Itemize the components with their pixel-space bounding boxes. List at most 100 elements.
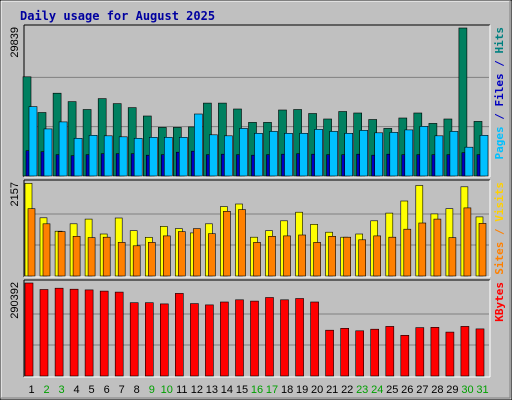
bar-kbytes-day-15 — [235, 299, 244, 377]
bar-sites-day-21 — [328, 236, 336, 277]
bar-kbytes-day-16 — [250, 300, 259, 377]
x-tick-label: 17 — [266, 384, 278, 396]
panel-legend: Sites / Visits — [493, 182, 506, 275]
legend-part: / — [493, 107, 506, 127]
x-tick-label: 5 — [89, 384, 95, 396]
bar-kbytes-day-26 — [400, 334, 410, 377]
bar-sites-day-27 — [418, 222, 427, 277]
bar-sites-day-15 — [238, 209, 246, 277]
bar-kbytes-day-31 — [475, 328, 485, 377]
bar-kbytes-day-8 — [129, 302, 139, 377]
x-tick-label: 12 — [191, 384, 203, 396]
x-tick-label: 28 — [431, 384, 443, 396]
bar-sites-day-17 — [268, 236, 276, 277]
x-tick-label: 22 — [341, 384, 353, 396]
bar-kbytes-day-21 — [325, 329, 334, 377]
bar-pages-day-25 — [389, 132, 399, 177]
y-max-label: 290392 — [9, 282, 21, 319]
bar-sites-day-10 — [163, 235, 171, 277]
bar-pages-day-9 — [149, 137, 158, 177]
chart-panels: 29839 Pages / Files / Hits 2157 Sites / Vis… — [9, 24, 506, 378]
x-tick-label: 19 — [296, 384, 308, 396]
bar-sites-day-31 — [478, 223, 487, 277]
bar-pages-day-10 — [164, 137, 173, 177]
bar-sites-day-20 — [313, 242, 321, 277]
bar-sites-day-13 — [208, 233, 216, 277]
bar-sites-day-28 — [433, 218, 442, 277]
bar-pages-day-14 — [224, 135, 233, 177]
bar-pages-day-5 — [88, 135, 98, 177]
x-tick-label: 18 — [281, 384, 293, 396]
bar-sites-day-3 — [57, 231, 66, 277]
bar-sites-day-7 — [117, 242, 126, 277]
bar-sites-day-29 — [448, 237, 457, 277]
bar-pages-day-30 — [464, 146, 474, 177]
bar-kbytes-day-14 — [220, 301, 229, 377]
bar-pages-day-17 — [269, 131, 278, 177]
bar-kbytes-day-23 — [355, 330, 365, 377]
legend-part: Hits — [493, 27, 506, 54]
y-max-label: 2157 — [9, 182, 21, 206]
bar-sites-day-14 — [223, 211, 231, 277]
bar-pages-day-26 — [404, 129, 414, 177]
bar-sites-day-5 — [87, 237, 96, 277]
bar-sites-day-1 — [27, 208, 36, 277]
legend-part: Pages — [493, 126, 506, 159]
bar-pages-day-1 — [28, 106, 38, 177]
x-tick-label: 11 — [176, 384, 187, 396]
x-tick-label: 9 — [149, 384, 155, 396]
bar-kbytes-day-6 — [99, 290, 109, 377]
panel-legend: KBytes — [493, 282, 506, 322]
bar-sites-day-11 — [178, 231, 186, 277]
legend-part: Visits — [493, 182, 506, 222]
x-tick-label: 2 — [43, 384, 49, 396]
bar-kbytes-day-11 — [175, 293, 184, 377]
bar-sites-day-23 — [358, 239, 367, 277]
bar-sites-day-18 — [283, 235, 291, 277]
panel-kbytes: 290392 KBytes — [9, 279, 506, 378]
bar-pages-day-13 — [209, 134, 218, 177]
y-max-label: 29839 — [9, 27, 21, 58]
bar-kbytes-day-29 — [445, 331, 455, 377]
x-tick-label: 30 — [461, 384, 473, 396]
bar-pages-day-8 — [133, 138, 143, 177]
bar-kbytes-day-18 — [280, 299, 289, 377]
bar-pages-day-2 — [43, 128, 53, 177]
x-tick-label: 3 — [59, 384, 65, 396]
bar-kbytes-day-7 — [114, 291, 124, 377]
x-tick-label: 4 — [74, 384, 80, 396]
bar-pages-day-29 — [449, 131, 459, 177]
x-tick-label: 20 — [311, 384, 323, 396]
bar-kbytes-day-17 — [265, 297, 274, 377]
legend-part: / — [493, 54, 506, 74]
bar-pages-day-16 — [254, 133, 263, 177]
bar-pages-day-6 — [103, 135, 113, 177]
bar-pages-day-24 — [374, 132, 384, 177]
bar-sites-day-9 — [148, 242, 156, 277]
bar-kbytes-day-13 — [205, 304, 214, 377]
legend-part: KBytes — [493, 282, 506, 322]
bar-kbytes-day-4 — [69, 288, 79, 377]
x-tick-label: 8 — [134, 384, 140, 396]
bar-sites-day-24 — [373, 235, 382, 277]
x-tick-label: 13 — [206, 384, 218, 396]
bar-pages-day-7 — [118, 136, 128, 177]
x-tick-label: 23 — [356, 384, 368, 396]
x-tick-label: 16 — [251, 384, 263, 396]
bar-sites-day-6 — [102, 236, 111, 277]
bar-pages-day-22 — [344, 133, 354, 177]
bar-sites-day-12 — [193, 228, 201, 277]
bar-sites-day-19 — [298, 234, 306, 277]
bar-pages-day-23 — [359, 130, 369, 177]
bar-kbytes-day-3 — [54, 287, 64, 377]
x-tick-label: 15 — [236, 384, 248, 396]
legend-part: Sites — [493, 242, 506, 275]
bar-sites-day-26 — [403, 228, 412, 277]
x-tick-label: 24 — [371, 384, 383, 396]
bar-kbytes-day-2 — [39, 289, 49, 377]
x-tick-label: 26 — [401, 384, 413, 396]
bar-kbytes-day-20 — [310, 301, 319, 377]
bar-sites-day-8 — [132, 245, 141, 277]
bar-kbytes-day-5 — [84, 289, 94, 377]
bar-kbytes-day-30 — [460, 326, 470, 377]
